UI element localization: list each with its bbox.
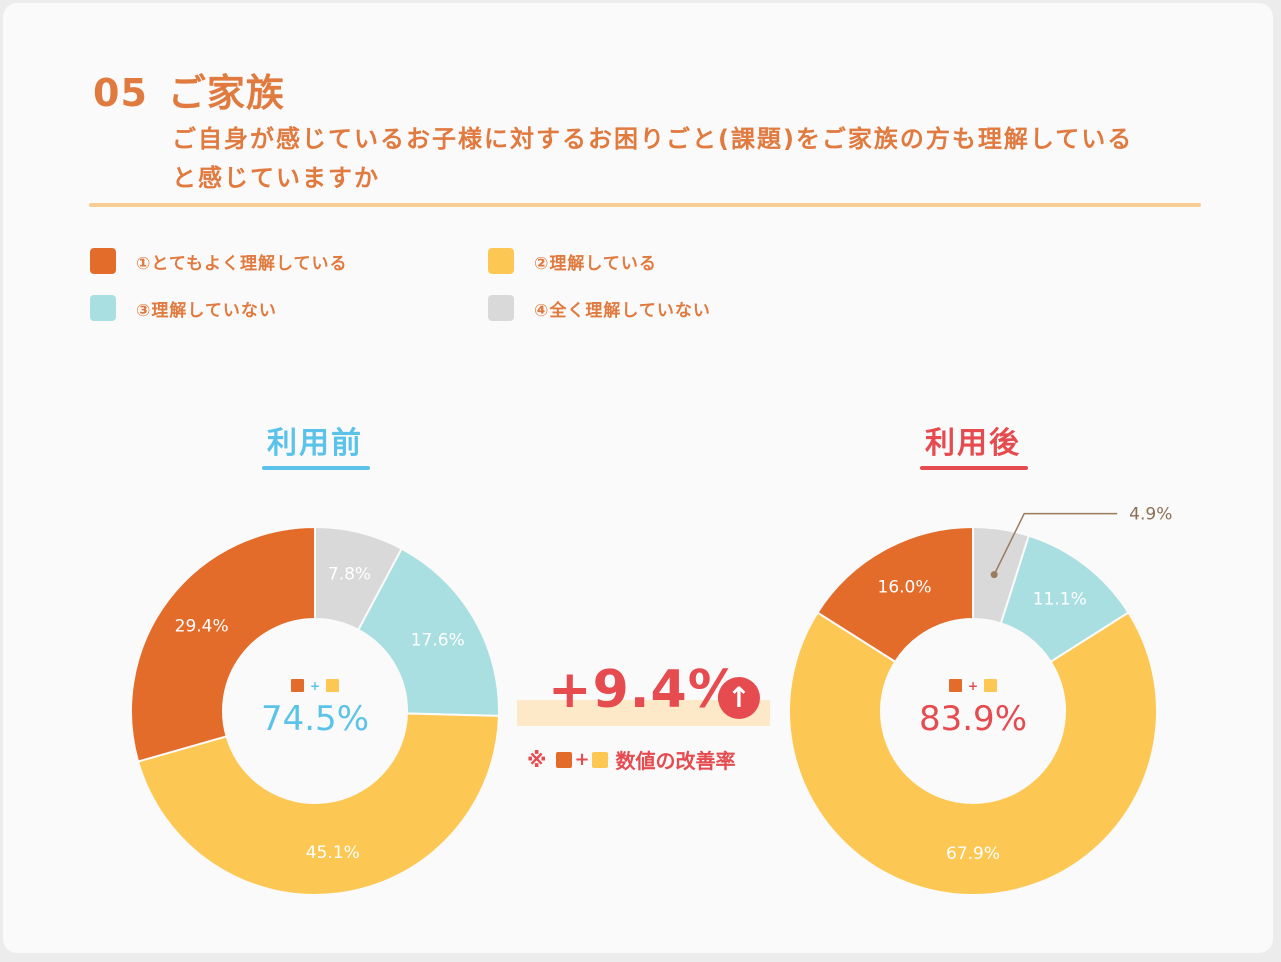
donut-0-slice-0 — [130, 525, 316, 763]
center-total: 83.9% — [919, 699, 1027, 739]
section-title: 05 ご家族 — [93, 62, 285, 117]
legend-item-very-well: ①とてもよく理解している — [90, 248, 348, 274]
chart-underline-before — [262, 466, 370, 470]
slice-label: 67.9% — [946, 844, 1000, 864]
note-text: 数値の改善率 — [615, 749, 736, 773]
legend-swatch — [90, 295, 116, 321]
chart-underline-after — [920, 466, 1028, 470]
legend-item-not-understand: ③理解していない — [90, 295, 277, 321]
donut-0-slice-2 — [356, 547, 500, 717]
section-number: 05 — [93, 71, 148, 115]
donut-1-slice-0 — [816, 525, 974, 664]
slice-label: 7.8% — [328, 564, 371, 584]
center-swatch-orange — [949, 679, 962, 692]
donut-0-slice-1 — [136, 712, 500, 896]
header-divider — [89, 203, 1201, 207]
chart-title-after: 利用後 — [925, 426, 1021, 461]
slice-label: 4.9% — [1129, 505, 1172, 525]
slice-label: 16.0% — [878, 578, 932, 598]
legend-label: ①とてもよく理解している — [136, 253, 348, 274]
donut-1-slice-1 — [788, 611, 1158, 896]
center-plus: + — [310, 679, 320, 693]
improvement-note: ※ + 数値の改善率 — [527, 745, 736, 774]
legend-label: ④全く理解していない — [534, 300, 711, 321]
center-total: 74.5% — [261, 699, 369, 739]
slice-label: 11.1% — [1033, 590, 1087, 610]
slice-label: 29.4% — [175, 616, 229, 636]
arrow-up-icon: ↑ — [718, 677, 760, 719]
chart-title-before: 利用前 — [267, 426, 363, 461]
legend-item-understand: ②理解している — [488, 248, 657, 274]
center-swatch-yellow — [326, 679, 339, 692]
legend-item-not-at-all: ④全く理解していない — [488, 295, 711, 321]
annotation-leader-line — [993, 512, 1118, 575]
survey-question: ご自身が感じているお子様に対するお困りごと(課題)をご家族の方も理解していると感… — [172, 125, 1134, 192]
note-plus: + — [574, 749, 590, 770]
slice-label: 45.1% — [306, 843, 360, 863]
center-plus: + — [968, 679, 978, 693]
center-swatch-yellow — [984, 679, 997, 692]
legend-swatch — [488, 248, 514, 274]
improvement-value: +9.4% — [548, 660, 741, 720]
note-swatch-orange — [556, 751, 573, 768]
legend-swatch — [90, 248, 116, 274]
legend-label: ②理解している — [534, 253, 657, 274]
slice-label: 17.6% — [411, 631, 465, 651]
note-swatch-yellow — [591, 751, 608, 768]
note-mark: ※ — [527, 747, 547, 772]
section-heading: ご家族 — [167, 71, 285, 115]
legend-swatch — [488, 295, 514, 321]
legend-label: ③理解していない — [136, 300, 277, 321]
center-swatch-orange — [291, 679, 304, 692]
